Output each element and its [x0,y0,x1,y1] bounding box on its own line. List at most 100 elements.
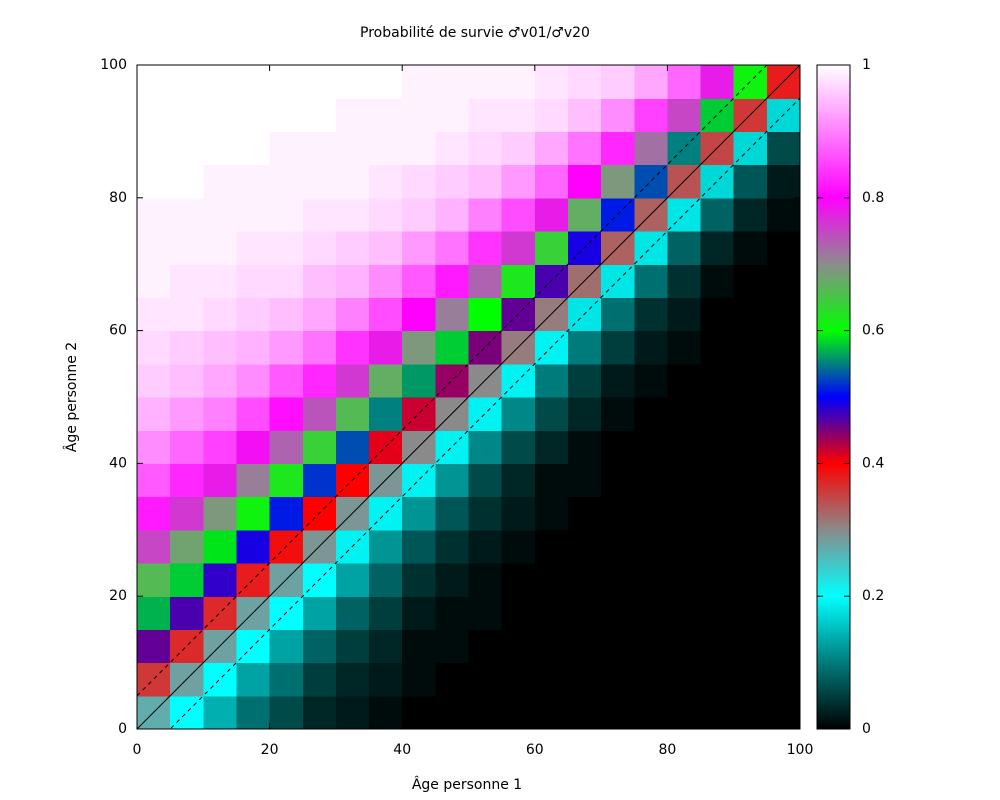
heatmap-cell [567,430,602,464]
heatmap-cell [369,231,403,265]
reference-line [137,65,800,729]
heatmap-cell [667,629,702,664]
heatmap-cell [534,131,569,166]
heatmap-cell [667,695,702,730]
heatmap-cell [667,529,702,564]
heatmap-cell [634,397,668,431]
heatmap-cell [302,363,337,398]
heatmap-cell [137,231,171,265]
heatmap-cell [501,563,536,597]
heatmap-cell [601,662,635,697]
heatmap-cell [667,297,702,332]
heatmap-cell [402,463,436,498]
heatmap-cell [601,463,635,498]
heatmap-cell [700,231,735,265]
heatmap-cell [335,197,370,232]
heatmap-cell [236,330,271,365]
heatmap-cell [137,65,171,99]
heatmap-cell [269,98,304,132]
heatmap-cell [766,363,801,398]
heatmap-cell [302,264,337,298]
heatmap-cell [534,65,569,99]
heatmap-cell [435,463,470,498]
heatmap-cell [269,131,304,166]
heatmap-cell [667,98,702,132]
heatmap-cell [369,264,403,298]
heatmap-cell [700,629,735,664]
heatmap-cell [435,330,470,365]
heatmap-cell [269,430,304,464]
heatmap-cell [700,496,735,531]
heatmap-cell [402,397,436,431]
heatmap-cell [302,297,337,332]
heatmap-cell [402,662,436,697]
heatmap-cell [601,397,635,431]
heatmap-cell [700,695,735,730]
heatmap-cell [302,164,337,199]
heatmap-cell [534,397,569,431]
heatmap-cell [468,662,503,697]
y-tick-label: 100 [100,57,127,73]
heatmap-cell [335,363,370,398]
heatmap-cell [435,231,470,265]
heatmap-cell [733,695,768,730]
heatmap-cell [534,695,569,730]
heatmap-cell [468,563,503,597]
heatmap-cell [534,98,569,132]
heatmap-cell [468,496,503,531]
heatmap-cell [766,197,801,232]
heatmap-cell [170,164,204,199]
heatmap-cell [435,363,470,398]
heatmap-cell [601,430,635,464]
heatmap-cell [700,463,735,498]
heatmap-cell [733,197,768,232]
heatmap-cell [170,563,204,597]
heatmap-cell [700,197,735,232]
heatmap-cell [534,197,569,232]
heatmap-cell [170,496,204,531]
heatmap-cell [601,563,635,597]
heatmap-cell [269,463,304,498]
heatmap-cell [468,596,503,630]
heatmap-cell [733,662,768,697]
heatmap-cell [700,65,735,99]
heatmap-cell [634,529,668,564]
x-tick-label: 60 [526,742,544,758]
heatmap-cell [435,596,470,630]
heatmap-cell [137,98,171,132]
heatmap-cell [766,131,801,166]
heatmap-cell [335,629,370,664]
heatmap-cell [634,164,668,199]
heatmap-cell [567,131,602,166]
heatmap-cell [733,496,768,531]
heatmap-cell [369,164,403,199]
heatmap-cell [269,231,304,265]
heatmap-cell [601,496,635,531]
heatmap-cell [269,264,304,298]
heatmap-cell [335,662,370,697]
heatmap-cell [567,65,602,99]
x-tick-label: 100 [787,742,814,758]
heatmap-cell [170,231,204,265]
y-tick-label: 40 [109,455,127,471]
heatmap-cell [369,430,403,464]
heatmap-cell [435,131,470,166]
heatmap-cell [369,397,403,431]
heatmap-cell [601,695,635,730]
heatmap-cell [435,529,470,564]
heatmap-cell [601,529,635,564]
heatmap-cell [435,197,470,232]
heatmap-cell [137,363,171,398]
heatmap-cell [369,563,403,597]
heatmap-cell [203,164,238,199]
heatmap-cell [402,297,436,332]
heatmap-cell [567,496,602,531]
heatmap-cell [501,197,536,232]
heatmap-cell [567,629,602,664]
heatmap-cell [733,563,768,597]
heatmap-cell [170,264,204,298]
chart-title: Probabilité de survie ♂v01/♂v20 [360,25,590,41]
heatmap-cell [269,65,304,99]
heatmap-cell [667,363,702,398]
colorbar-tick-label: 0.8 [862,190,884,206]
